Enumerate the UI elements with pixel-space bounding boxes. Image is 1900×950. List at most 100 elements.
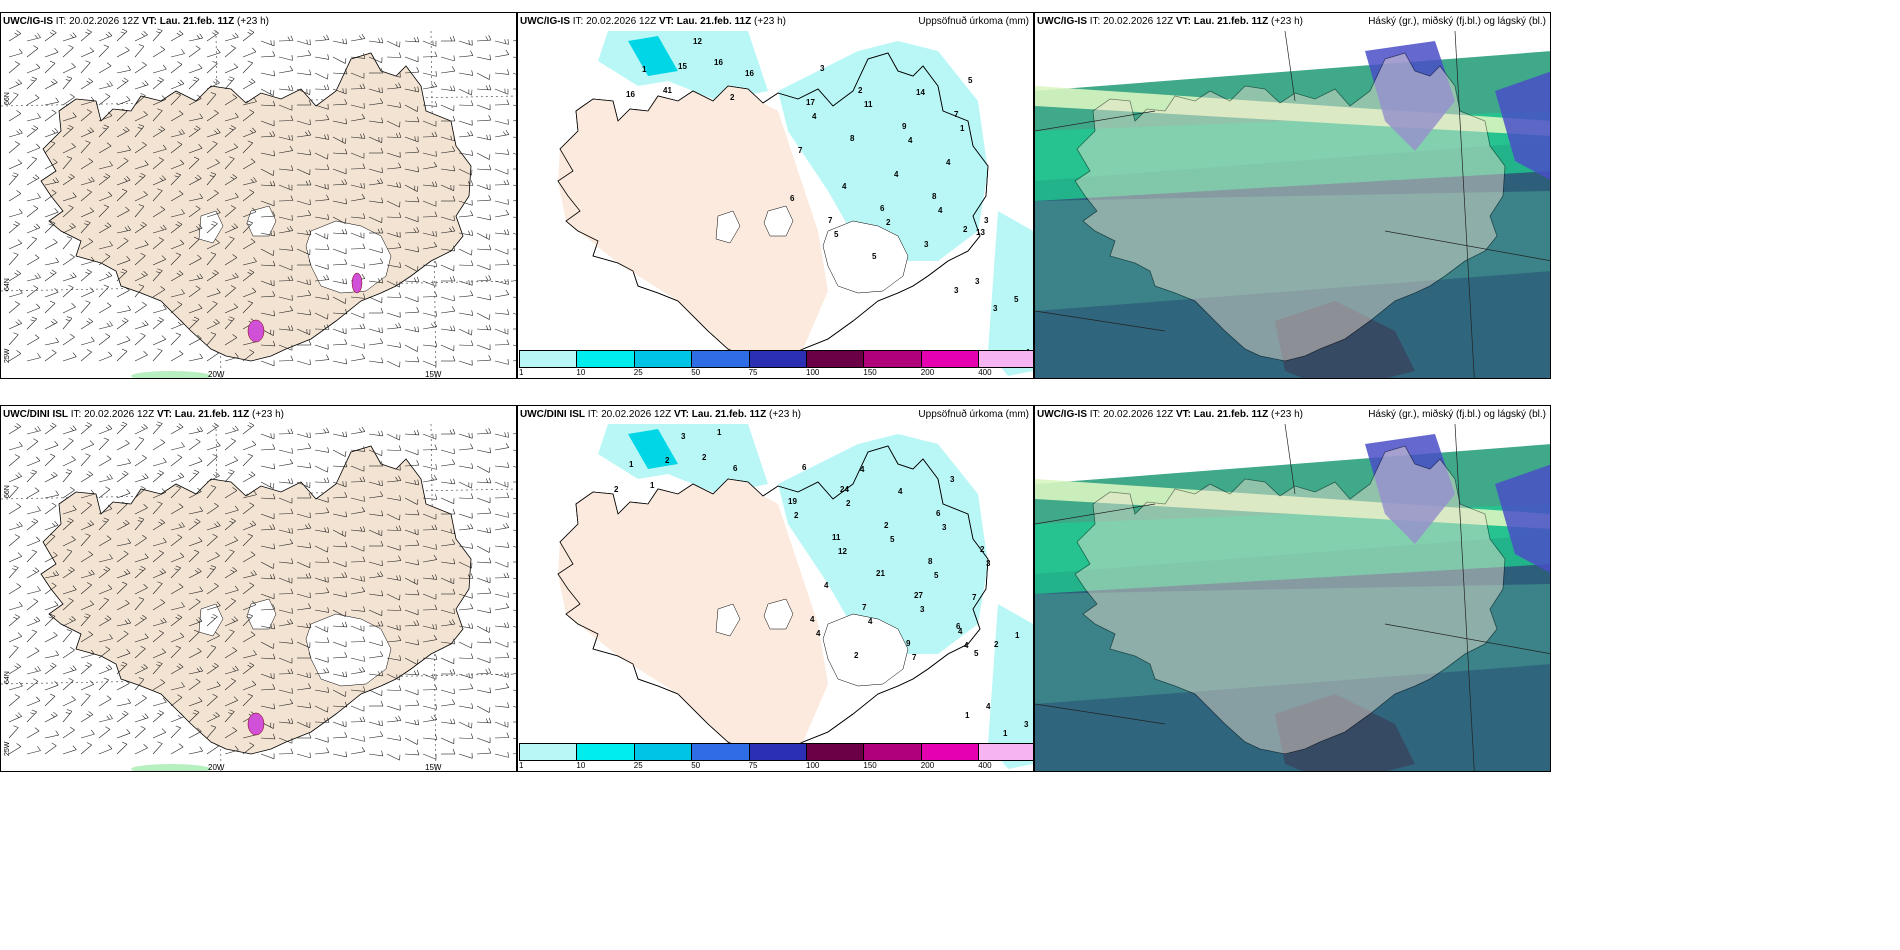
init-time: IT: 20.02.2026 12Z <box>68 409 157 420</box>
colorbar-tick: 100 <box>806 761 820 770</box>
colorbar-swatch <box>864 744 922 760</box>
colorbar-tick: 200 <box>920 368 935 377</box>
colorbar-tick: 1 <box>519 368 524 377</box>
precip-value: 3 <box>942 523 947 532</box>
precip-value: 3 <box>975 277 980 286</box>
lead-time: (+23 h) <box>1268 16 1303 27</box>
precip-value: 7 <box>828 216 833 225</box>
colorbar-tick: 50 <box>691 761 701 770</box>
precip-value: 6 <box>733 464 738 473</box>
lat-label: 66N <box>4 92 11 105</box>
lead-time: (+23 h) <box>249 409 284 420</box>
precip-value: 12 <box>693 37 702 46</box>
precip-value: 3 <box>950 475 955 484</box>
valid-time: Lau. 21.feb. 11Z <box>691 409 767 420</box>
precip-value: 8 <box>850 134 855 143</box>
precip-value: 3 <box>984 216 989 225</box>
precip-value: 17 <box>806 98 815 107</box>
colorbar-swatch <box>520 744 578 760</box>
precip-value: 2 <box>702 453 707 462</box>
panel-cloud-1: UWC/IG-IS IT: 20.02.2026 12Z VT: Lau. 21… <box>1034 405 1551 772</box>
precip-value: 3 <box>986 559 991 568</box>
precip-value: 16 <box>745 69 754 78</box>
panel-header: UWC/IG-IS IT: 20.02.2026 12Z VT: Lau. 21… <box>3 16 269 27</box>
precip-value: 3 <box>993 304 998 313</box>
model-name: UWC/DINI ISL <box>520 409 585 420</box>
precip-value: 2 <box>884 521 889 530</box>
colorbar-tick: 100 <box>806 368 820 377</box>
lat-label: 66N <box>4 485 11 498</box>
lon-label: 20W <box>208 370 225 379</box>
lead-time: (+23 h) <box>766 409 801 420</box>
precip-value: 12 <box>838 547 847 556</box>
precip-value: 2 <box>963 225 968 234</box>
valid-time: Lau. 21.feb. 11Z <box>676 16 752 27</box>
colorbar-swatch <box>749 351 807 367</box>
lon-label: 15W <box>425 763 442 772</box>
valid-time-label: VT: <box>156 409 175 420</box>
precip-value: 5 <box>834 230 839 239</box>
colorbar-swatch <box>806 744 865 760</box>
valid-time-label: VT: <box>1175 16 1194 27</box>
precip-value: 3 <box>681 432 686 441</box>
precip-value: 1 <box>717 428 722 437</box>
colorbar-tick: 75 <box>748 368 758 377</box>
precip-value: 9 <box>906 639 911 648</box>
precip-value: 3 <box>920 605 925 614</box>
panel-wind-1: UWC/DINI ISL IT: 20.02.2026 12Z VT: Lau.… <box>0 405 517 772</box>
precip-value: 1 <box>642 65 647 74</box>
precip-value: 4 <box>816 629 821 638</box>
precip-value: 41 <box>663 86 672 95</box>
colorbar-swatch <box>577 351 635 367</box>
model-name: UWC/IG-IS <box>3 16 53 27</box>
precip-value: 2 <box>886 218 891 227</box>
precip-value: 4 <box>964 641 969 650</box>
valid-time-label: VT: <box>673 409 692 420</box>
precip-value: 4 <box>812 112 817 121</box>
precip-value: 19 <box>788 497 797 506</box>
lat-label: 64N <box>4 278 11 291</box>
colorbar-swatch <box>921 744 980 760</box>
precip-value: 6 <box>880 204 885 213</box>
valid-time-label: VT: <box>1175 409 1194 420</box>
precip-value: 13 <box>976 228 985 237</box>
precip-value: 5 <box>934 571 939 580</box>
valid-time: Lau. 21.feb. 11Z <box>159 16 235 27</box>
colorbar-tick: 1 <box>519 761 524 770</box>
init-time: IT: 20.02.2026 12Z <box>570 16 659 27</box>
precip-value: 8 <box>932 192 937 201</box>
lead-time: (+23 h) <box>234 16 269 27</box>
precip-value: 3 <box>954 286 959 295</box>
precip-value: 5 <box>968 76 973 85</box>
product-title: Háský (gr.), miðský (fj.bl.) og lágský (… <box>1368 409 1546 420</box>
precip-value: 7 <box>862 603 867 612</box>
model-name: UWC/IG-IS <box>520 16 570 27</box>
colorbar-tick: 150 <box>863 368 877 377</box>
colorbar <box>519 743 1033 761</box>
precip-value: 3 <box>820 64 825 73</box>
colorbar-tick: 10 <box>576 761 586 770</box>
map-precip: 1222113624271976424119228621344723243454… <box>518 424 1033 771</box>
precip-value: 2 <box>614 485 619 494</box>
colorbar-tick: 25 <box>633 761 643 770</box>
model-name: UWC/IG-IS <box>1037 16 1087 27</box>
colorbar-swatch <box>864 351 922 367</box>
precip-value: 2 <box>854 651 859 660</box>
precip-value: 14 <box>916 88 925 97</box>
colorbar-swatch <box>749 744 807 760</box>
lat-label: 64N <box>4 671 11 684</box>
precip-value: 4 <box>894 170 899 179</box>
panel-header: UWC/DINI ISL IT: 20.02.2026 12Z VT: Lau.… <box>3 409 284 420</box>
precip-value: 1 <box>965 711 970 720</box>
lon-label: 20W <box>208 763 225 772</box>
precip-value: 24 <box>840 485 849 494</box>
colorbar-swatch <box>692 351 750 367</box>
panel-precip-0: UWC/IG-IS IT: 20.02.2026 12Z VT: Lau. 21… <box>517 12 1034 379</box>
panel-header: UWC/IG-IS IT: 20.02.2026 12Z VT: Lau. 21… <box>520 16 786 27</box>
precip-value: 1 <box>1003 729 1008 738</box>
lead-time: (+23 h) <box>1268 409 1303 420</box>
precip-value: 16 <box>626 90 635 99</box>
precip-value: 2 <box>794 511 799 520</box>
precip-value: 5 <box>1014 295 1019 304</box>
precip-value: 2 <box>858 86 863 95</box>
